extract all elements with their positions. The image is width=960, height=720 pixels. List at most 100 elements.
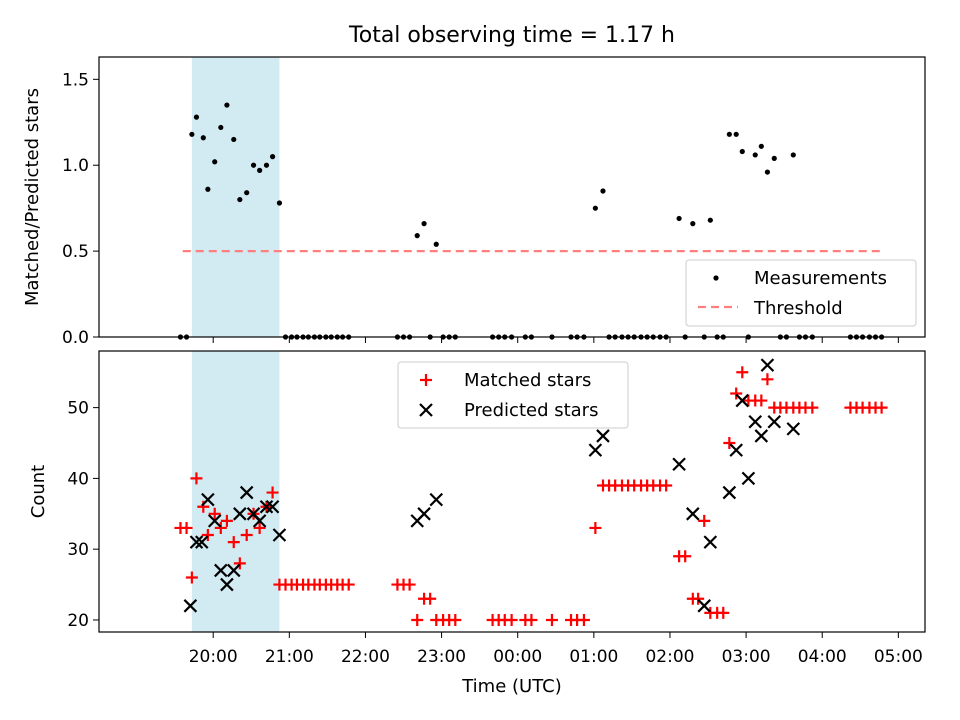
matched-star-point xyxy=(723,437,736,450)
matched-star-point xyxy=(411,613,424,626)
matched-star-point xyxy=(424,592,437,605)
matched-star-point xyxy=(806,401,819,414)
predicted-star-point xyxy=(252,514,267,528)
measurement-point xyxy=(421,221,427,227)
matched-star-point xyxy=(717,606,730,619)
x-tick-label: 01:00 xyxy=(569,647,618,667)
matched-star-point xyxy=(577,613,590,626)
matched-star-point xyxy=(266,486,279,499)
predicted-star-point xyxy=(596,429,610,443)
chart-title: Total observing time = 1.17 h xyxy=(348,23,675,48)
x-axis-label: Time (UTC) xyxy=(461,676,562,697)
predicted-star-point xyxy=(754,429,769,443)
top-observing-span xyxy=(191,57,280,337)
matched-star-point xyxy=(875,401,888,414)
predicted-star-point xyxy=(686,507,700,521)
measurement-point xyxy=(690,221,696,227)
predicted-star-point xyxy=(588,443,603,457)
x-tick-label: 05:00 xyxy=(874,647,923,667)
matched-star-point xyxy=(755,394,768,407)
predicted-star-point xyxy=(760,358,775,372)
matched-star-point xyxy=(190,472,203,485)
x-tick-label: 23:00 xyxy=(417,647,466,667)
legend-matched-label: Matched stars xyxy=(464,370,591,391)
legend-measurements-marker xyxy=(713,275,719,281)
x-tick-label: 00:00 xyxy=(493,647,542,667)
measurement-point xyxy=(263,162,270,168)
predicted-star-point xyxy=(233,507,247,521)
measurement-point xyxy=(257,167,263,173)
predicted-star-point xyxy=(767,415,782,429)
measurement-point xyxy=(250,162,257,168)
matched-star-point xyxy=(342,578,355,591)
predicted-star-point xyxy=(226,563,241,578)
x-tick-label: 22:00 xyxy=(341,647,390,667)
predicted-star-point xyxy=(183,599,198,613)
predicted-star-point xyxy=(189,535,204,549)
legend-predicted-label: Predicted stars xyxy=(464,400,598,421)
predicted-star-point xyxy=(703,535,718,549)
matched-star-point xyxy=(214,521,227,534)
matched-star-point xyxy=(220,514,233,527)
count-points xyxy=(174,358,888,626)
predicted-star-point xyxy=(239,485,254,500)
y-tick-label: 0.0 xyxy=(62,328,89,348)
matched-star-point xyxy=(227,536,240,549)
legend-threshold-label: Threshold xyxy=(753,298,843,319)
y-tick-label: 0.5 xyxy=(62,242,89,262)
matched-star-point xyxy=(208,507,221,520)
predicted-star-point xyxy=(259,499,274,514)
predicted-star-point xyxy=(265,499,280,514)
measurement-point xyxy=(790,152,796,158)
matched-star-point xyxy=(185,571,198,584)
measurement-point xyxy=(707,217,713,223)
y-tick-label: 1.5 xyxy=(62,70,89,90)
measurement-point xyxy=(200,135,206,141)
bottom-observing-span xyxy=(191,351,280,632)
x-tick-label: 04:00 xyxy=(798,647,847,667)
measurement-point xyxy=(600,188,606,194)
bottom-legend: Matched stars Predicted stars xyxy=(397,361,629,429)
matched-star-point xyxy=(180,521,193,534)
bottom-x-ticks: 20:00 21:00 22:00 23:00 00:00 01:00 02:00 03:00… xyxy=(189,632,923,667)
predicted-star-point xyxy=(214,563,228,578)
matched-star-point xyxy=(505,613,518,626)
top-axes-frame xyxy=(98,56,926,338)
predicted-star-point xyxy=(429,492,444,507)
measurement-point xyxy=(414,233,420,239)
matched-star-point xyxy=(233,557,246,570)
matched-star-point xyxy=(525,613,538,626)
measurement-point xyxy=(205,186,211,192)
measurement-point xyxy=(231,136,237,143)
measurement-point xyxy=(733,131,739,137)
measurement-point xyxy=(276,200,283,206)
predicted-star-point xyxy=(272,528,287,542)
predicted-star-point xyxy=(735,393,750,408)
y-tick-label: 50 xyxy=(67,399,89,419)
predicted-star-point xyxy=(729,443,743,457)
matched-star-point xyxy=(761,373,774,386)
measurement-point xyxy=(189,131,195,137)
x-tick-label: 03:00 xyxy=(722,647,771,667)
predicted-star-point xyxy=(741,471,756,486)
matched-star-point xyxy=(692,592,705,605)
x-tick-label: 21:00 xyxy=(265,647,314,667)
bottom-panel: 20 30 40 50 20:00 21:00 22:00 23:00 00:00 01:00 0… xyxy=(28,350,926,697)
legend-matched-marker xyxy=(420,374,432,386)
predicted-star-point xyxy=(697,599,712,613)
measurement-point xyxy=(771,155,777,161)
matched-star-point xyxy=(403,578,416,591)
top-legend: Measurements Threshold xyxy=(685,259,917,327)
matched-star-point xyxy=(589,521,602,534)
top-panel: 0.0 0.5 1.0 1.5 Matched/Predicted stars Mea… xyxy=(22,56,926,348)
matched-star-point xyxy=(240,529,253,542)
matched-star-point xyxy=(698,514,711,527)
matched-star-point xyxy=(736,366,749,379)
predicted-star-point xyxy=(748,415,763,429)
predicted-star-point xyxy=(207,514,222,528)
x-tick-label: 02:00 xyxy=(645,647,694,667)
predicted-star-point xyxy=(201,492,215,507)
top-legend-box xyxy=(685,259,917,327)
x-tick-label: 20:00 xyxy=(189,647,238,667)
measurement-point xyxy=(244,190,250,196)
